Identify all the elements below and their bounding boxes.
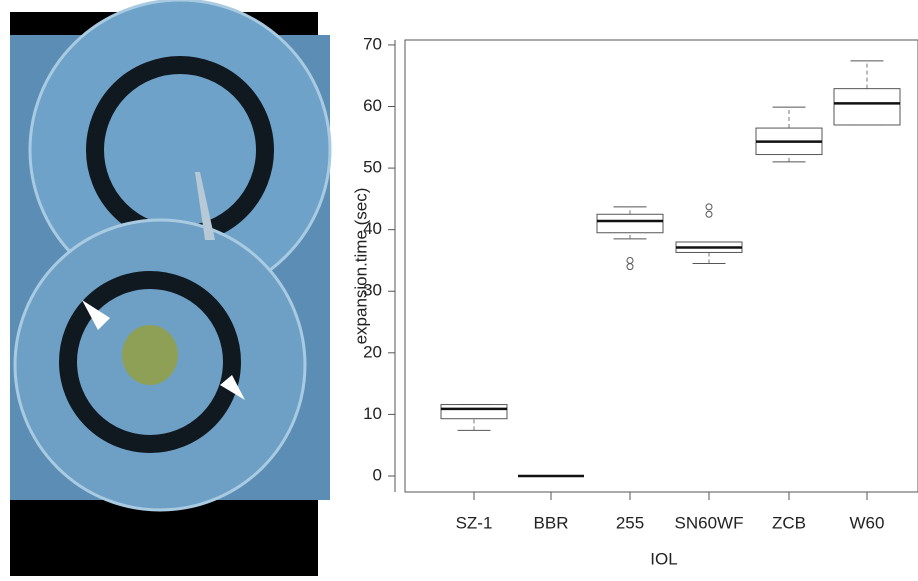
y-tick-label: 20	[363, 342, 382, 361]
x-tick-label: SZ-1	[456, 513, 493, 532]
x-axis-label: IOL	[650, 549, 677, 568]
box	[596, 213, 664, 234]
y-tick-label: 10	[363, 404, 382, 423]
y-tick-label: 50	[363, 158, 382, 177]
box	[833, 88, 901, 126]
photo-panel	[10, 0, 332, 576]
x-tick-label: BBR	[534, 513, 569, 532]
x-tick-label: 255	[616, 513, 644, 532]
x-tick-label: ZCB	[772, 513, 806, 532]
outlier	[705, 203, 713, 211]
y-tick-label: 40	[363, 219, 382, 238]
outlier	[626, 256, 634, 264]
outlier	[705, 210, 713, 218]
y-tick-label: 70	[363, 34, 382, 53]
x-tick-label: SN60WF	[675, 513, 744, 532]
outlier	[626, 263, 634, 271]
y-tick-label: 0	[373, 465, 382, 484]
plot-frame	[404, 39, 918, 493]
y-tick-label: 30	[363, 281, 382, 300]
y-tick-label: 60	[363, 96, 382, 115]
box	[440, 404, 508, 420]
y-axis-label: expansion.time (sec)	[351, 188, 370, 345]
x-tick-label: W60	[850, 513, 885, 532]
